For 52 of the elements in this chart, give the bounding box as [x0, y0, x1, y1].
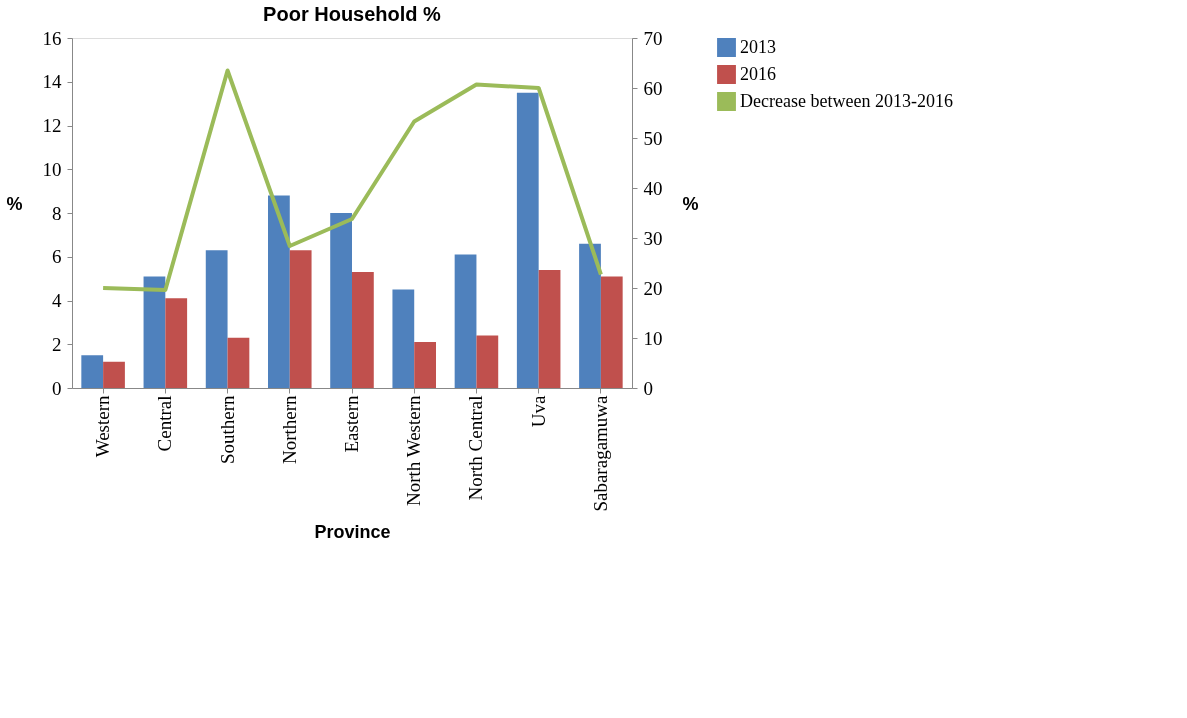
bar [289, 250, 312, 388]
x-tick-label: Sabaragamuwa [589, 394, 611, 512]
legend-label: 2016 [740, 63, 776, 84]
y-tick-label: 10 [42, 158, 62, 180]
bar [414, 342, 436, 388]
y-tick-label: 6 [52, 246, 62, 268]
y2-tick-label: 40 [643, 177, 663, 199]
y-tick-label: 2 [52, 333, 62, 355]
bar [600, 276, 623, 388]
bar [268, 195, 290, 388]
x-tick-label: Western [92, 395, 114, 458]
bar [579, 243, 601, 388]
y2-tick-label: 20 [643, 277, 663, 299]
y2-tick-label: 50 [643, 127, 663, 149]
bar [454, 254, 477, 388]
y2-tick-label: 30 [643, 227, 663, 249]
bar [143, 276, 166, 388]
bar [205, 250, 228, 388]
bar [352, 272, 374, 388]
legend-label: 2013 [740, 36, 776, 57]
bar [392, 289, 415, 388]
x-tick-label: Uva [527, 394, 549, 428]
y-tick-label: 0 [52, 377, 62, 399]
bar [476, 335, 499, 388]
y2-tick-label: 0 [643, 377, 653, 399]
x-axis-title: Province [314, 521, 391, 542]
bar [538, 269, 561, 388]
bar [103, 361, 125, 388]
y-tick-label: 16 [42, 27, 62, 49]
y2-tick-label: 60 [643, 77, 663, 99]
y2-axis-title: % [682, 193, 699, 214]
bar [165, 298, 188, 388]
bar [227, 337, 250, 388]
x-tick-label: Central [154, 395, 176, 452]
y-axis-title: % [6, 193, 23, 214]
y-tick-label: 14 [42, 71, 62, 93]
bar [81, 355, 104, 388]
chart-title: Poor Household % [263, 3, 442, 25]
x-tick-label: Southern [216, 395, 238, 465]
x-tick-label: North Central [465, 395, 487, 501]
y-tick-label: 12 [42, 115, 62, 136]
bar [516, 92, 539, 388]
y2-tick-label: 10 [643, 327, 663, 349]
legend-label: Decrease between 2013-2016 [740, 90, 953, 111]
y-tick-label: 4 [52, 290, 62, 311]
y2-tick-label: 70 [643, 27, 663, 49]
x-tick-label: North Western [403, 395, 425, 507]
bar [330, 213, 352, 388]
y-tick-label: 8 [52, 202, 62, 224]
line-series [101, 68, 603, 292]
x-tick-label: Northern [278, 395, 300, 465]
x-tick-label: Eastern [341, 395, 362, 453]
